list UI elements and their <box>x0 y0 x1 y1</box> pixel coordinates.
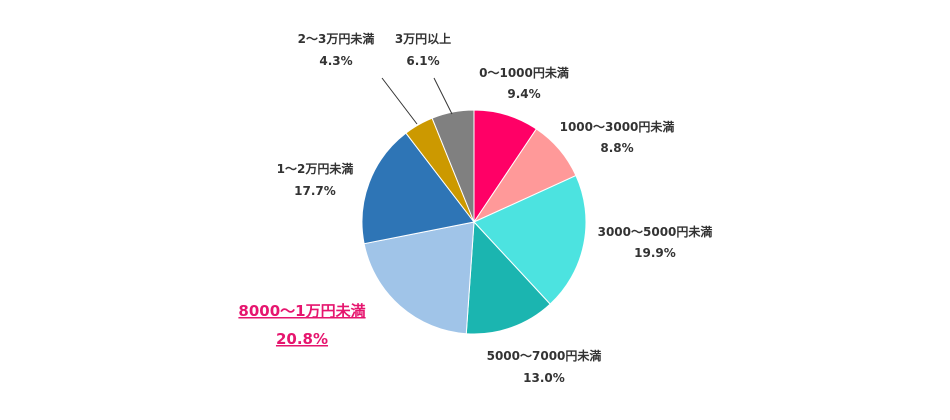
slice-label-4-value: 20.8% <box>276 330 328 348</box>
slice-label-6-value: 4.3% <box>319 54 352 68</box>
slice-label-2-value: 19.9% <box>634 246 676 260</box>
leader-line-1 <box>433 77 453 115</box>
pie-slice-7 <box>431 109 475 223</box>
slice-label-5-value: 17.7% <box>294 184 336 198</box>
pie-slices <box>361 109 587 335</box>
pie-slice-2 <box>473 174 587 305</box>
slice-label-2-name: 3000〜5000円未満 <box>598 224 713 239</box>
pie-slice-4 <box>363 221 475 335</box>
slice-label-7-value: 6.1% <box>406 54 439 68</box>
slice-label-6-name: 2〜3万円未満 <box>298 31 375 46</box>
leader-line-0 <box>381 77 418 125</box>
slice-label-3-name: 5000〜7000円未満 <box>487 348 602 363</box>
slice-label-1-value: 8.8% <box>600 141 633 155</box>
slice-label-7-name: 3万円以上 <box>395 31 451 46</box>
slice-label-5-name: 1〜2万円未満 <box>277 161 354 176</box>
slice-label-3-value: 13.0% <box>523 371 565 385</box>
leader-lines <box>381 77 453 125</box>
slice-label-0-name: 0〜1000円未満 <box>479 65 569 80</box>
pie-slice-3 <box>465 220 551 335</box>
pie-slice-5 <box>361 132 475 245</box>
slice-label-4-name: 8000〜1万円未満 <box>238 302 365 320</box>
slice-label-1-name: 1000〜3000円未満 <box>560 119 675 134</box>
slice-label-0-value: 9.4% <box>507 87 540 101</box>
